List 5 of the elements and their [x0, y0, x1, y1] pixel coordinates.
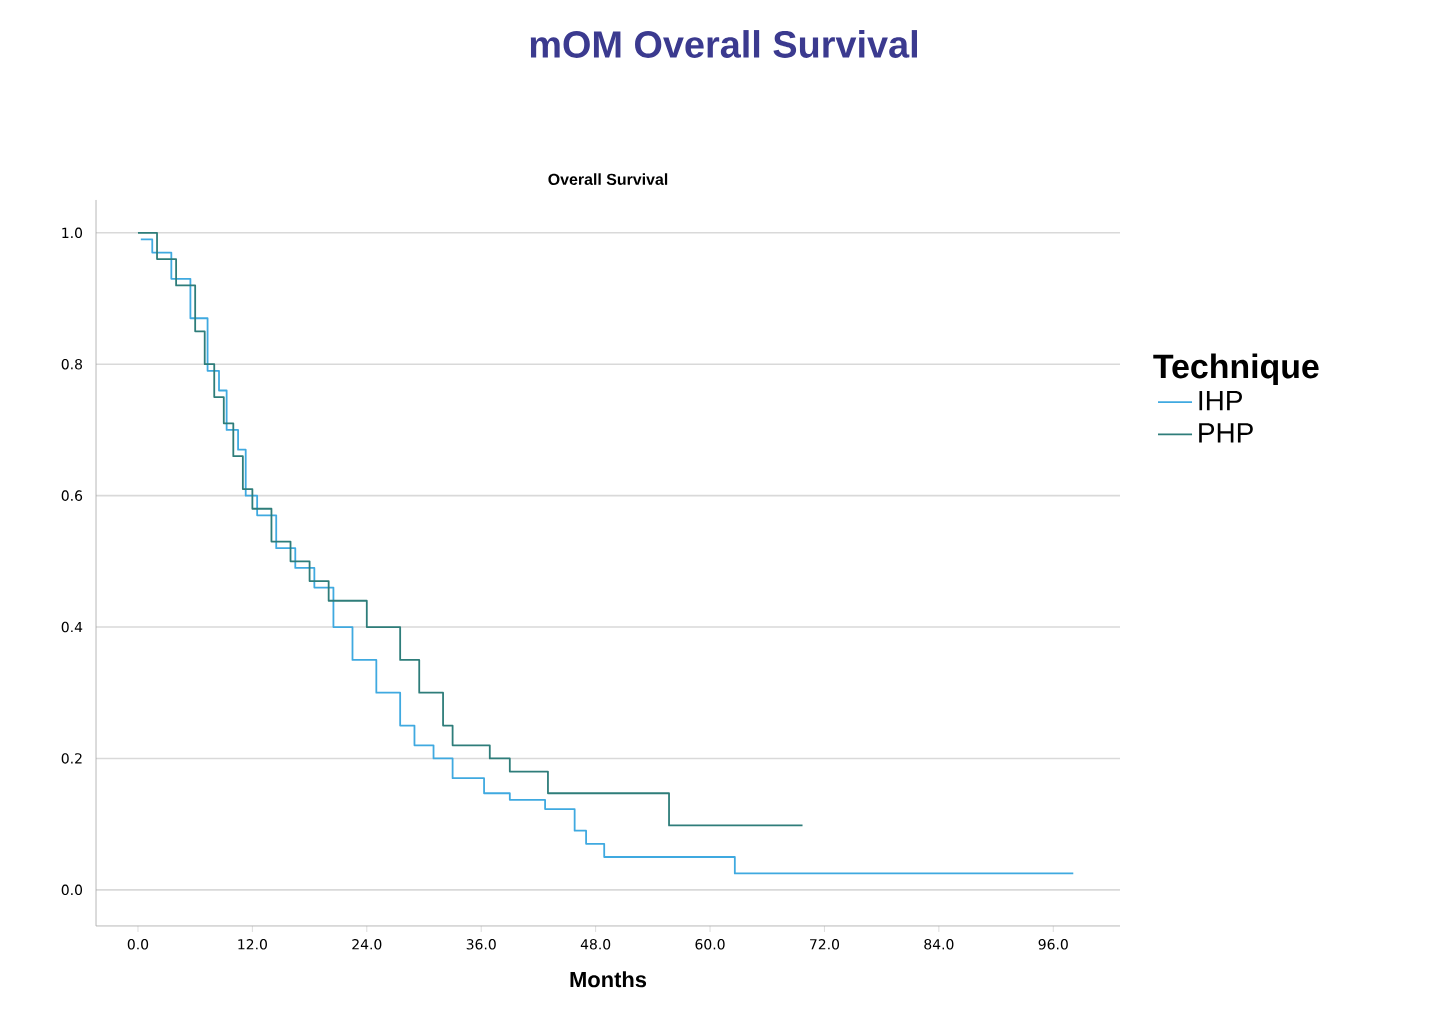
legend-label: PHP	[1199, 423, 1253, 443]
chart-title: mOM Overall Survival	[530, 30, 917, 58]
legend-label: IHP	[1199, 391, 1242, 411]
x-axis-title: Months	[570, 971, 647, 988]
legend-title: Technique	[1153, 353, 1319, 386]
